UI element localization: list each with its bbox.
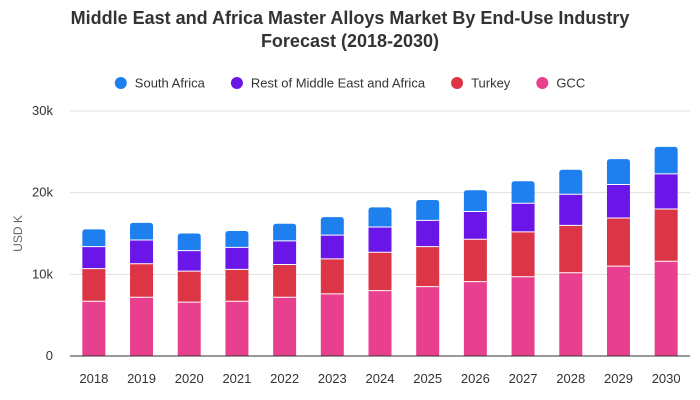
x-tick-label: 2023 (318, 371, 347, 386)
x-tick-label: 2027 (509, 371, 538, 386)
x-tick-label: 2022 (270, 371, 299, 386)
x-tick-label: 2026 (461, 371, 490, 386)
bar-segment-rest-of-middle-east-and-africa-2022 (273, 240, 297, 265)
bar-segment-gcc-2030 (654, 261, 678, 356)
bar-segment-rest-of-middle-east-and-africa-2023 (320, 235, 344, 259)
bar-segment-rest-of-middle-east-and-africa-2024 (368, 226, 392, 253)
bar-segment-south-africa-2025 (416, 200, 440, 221)
legend-label: Rest of Middle East and Africa (251, 76, 426, 91)
x-tick-label: 2028 (556, 371, 585, 386)
bar-segment-turkey-2018 (82, 268, 106, 302)
y-tick-label: 10k (32, 266, 53, 281)
bar-segment-south-africa-2018 (82, 229, 106, 247)
chart-title: Middle East and Africa Master Alloys Mar… (0, 7, 700, 53)
legend-marker (114, 77, 127, 89)
bar-segment-rest-of-middle-east-and-africa-2027 (511, 203, 535, 232)
y-axis-title: USD K (11, 215, 25, 252)
bar-segment-turkey-2025 (416, 246, 440, 287)
bar-segment-gcc-2023 (320, 293, 344, 356)
bar-segment-south-africa-2030 (654, 146, 678, 174)
x-tick-label: 2025 (413, 371, 442, 386)
x-tick-label: 2030 (652, 371, 681, 386)
bar-segment-turkey-2019 (130, 263, 154, 298)
bar-segment-gcc-2025 (416, 286, 440, 356)
legend-marker (451, 77, 464, 89)
x-tick-label: 2018 (79, 371, 108, 386)
bar-segment-south-africa-2028 (559, 169, 583, 195)
axes: 0 10k 20k 30k USD K 2018 2019 2020 2021 2022 2023 2… (11, 103, 690, 386)
bar-segment-turkey-2024 (368, 252, 392, 291)
bar-segment-turkey-2028 (559, 225, 583, 273)
bar-segment-rest-of-middle-east-and-africa-2030 (654, 173, 678, 209)
y-tick-label: 30k (32, 103, 53, 118)
bar-segment-turkey-2020 (177, 271, 201, 303)
legend-item-gcc[interactable]: GCC (536, 76, 585, 91)
x-tick-label: 2029 (604, 371, 633, 386)
legend-label: South Africa (135, 76, 206, 91)
legend-item-south-africa[interactable]: South Africa (114, 76, 206, 91)
legend-marker (230, 77, 243, 89)
x-tick-label: 2019 (127, 371, 156, 386)
bar-segment-turkey-2026 (463, 239, 487, 282)
bar-segment-turkey-2027 (511, 231, 535, 277)
legend-item-rest-of-middle-east-and-africa[interactable]: Rest of Middle East and Africa (230, 76, 426, 91)
bar-segment-rest-of-middle-east-and-africa-2020 (177, 250, 201, 272)
bar-segment-south-africa-2023 (320, 217, 344, 236)
legend-marker (536, 77, 549, 89)
bar-segment-south-africa-2019 (130, 222, 154, 241)
bar-segment-south-africa-2026 (463, 190, 487, 212)
bar-segment-rest-of-middle-east-and-africa-2025 (416, 220, 440, 247)
bar-segment-gcc-2020 (177, 302, 201, 356)
bar-segment-gcc-2029 (606, 266, 630, 356)
x-tick-label: 2024 (366, 371, 395, 386)
y-tick-label: 20k (32, 185, 53, 200)
legend-label: GCC (556, 76, 585, 91)
legend-label: Turkey (471, 76, 511, 91)
bar-segment-rest-of-middle-east-and-africa-2021 (225, 247, 249, 270)
bar-segment-south-africa-2022 (273, 223, 297, 241)
bar-segment-south-africa-2020 (177, 233, 201, 251)
bar-segment-gcc-2018 (82, 301, 106, 356)
bar-segment-turkey-2023 (320, 258, 344, 294)
bar-segment-rest-of-middle-east-and-africa-2026 (463, 211, 487, 240)
bar-segment-turkey-2029 (606, 217, 630, 267)
bar-segment-gcc-2022 (273, 297, 297, 356)
bar-segment-gcc-2026 (463, 281, 487, 356)
bar-segment-turkey-2022 (273, 264, 297, 298)
y-tick-label: 0 (46, 348, 53, 363)
bar-segment-turkey-2030 (654, 209, 678, 262)
bar-segment-gcc-2019 (130, 297, 154, 356)
chart-title-line-1: Middle East and Africa Master Alloys Mar… (70, 8, 630, 28)
bar-segment-south-africa-2021 (225, 231, 249, 248)
bar-segment-rest-of-middle-east-and-africa-2019 (130, 240, 154, 264)
bar-segment-turkey-2021 (225, 269, 249, 302)
legend: South Africa Rest of Middle East and Afri… (114, 76, 585, 91)
bar-segment-gcc-2027 (511, 276, 535, 356)
bar-segment-south-africa-2029 (606, 159, 630, 185)
x-tick-label: 2021 (222, 371, 251, 386)
chart-title-line-2: Forecast (2018-2030) (260, 31, 440, 51)
bar-segment-south-africa-2024 (368, 207, 392, 227)
bar-segment-gcc-2021 (225, 301, 249, 356)
bar-segment-rest-of-middle-east-and-africa-2029 (606, 184, 630, 218)
x-tick-label: 2020 (175, 371, 204, 386)
bars (82, 146, 678, 356)
bar-segment-rest-of-middle-east-and-africa-2018 (82, 246, 106, 269)
legend-item-turkey[interactable]: Turkey (451, 76, 511, 91)
bar-segment-gcc-2024 (368, 290, 392, 356)
bar-segment-rest-of-middle-east-and-africa-2028 (559, 194, 583, 226)
bar-segment-south-africa-2027 (511, 181, 535, 204)
bar-segment-gcc-2028 (559, 272, 583, 356)
